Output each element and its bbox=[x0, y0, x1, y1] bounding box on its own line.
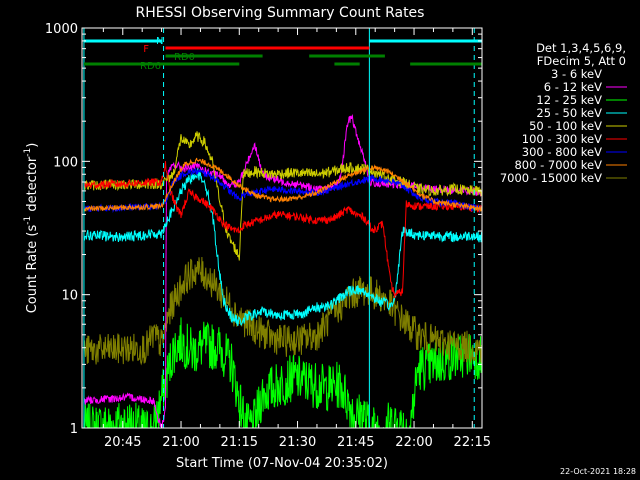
series-line-6 bbox=[83, 167, 482, 213]
series-line-8 bbox=[83, 256, 482, 366]
x-tick-label-5: 22:00 bbox=[395, 435, 432, 450]
y-tick-label-1: 10 bbox=[61, 289, 78, 304]
flag-bars: NF RD0 RD6 bbox=[83, 36, 482, 72]
x-tick-label-1: 21:00 bbox=[162, 435, 199, 450]
legend-label-8: 7000 - 15000 keV bbox=[500, 171, 602, 185]
legend-header-line-2: FDecim 5, Att 0 bbox=[537, 54, 626, 68]
legend-label-7: 800 - 7000 keV bbox=[514, 158, 602, 172]
x-tick-label-4: 21:45 bbox=[337, 435, 374, 450]
x-tick-label-2: 21:15 bbox=[221, 435, 258, 450]
legend-label-2: 12 - 25 keV bbox=[536, 93, 602, 107]
y-tick-label-2: 100 bbox=[53, 155, 78, 170]
flag-label-f: F bbox=[143, 44, 149, 55]
y-axis-label: Count Rate (s-1 detector-1) bbox=[23, 143, 40, 314]
legend-label-3: 25 - 50 keV bbox=[536, 106, 602, 120]
x-tick-label-6: 22:15 bbox=[454, 435, 491, 450]
legend-label-5: 100 - 300 keV bbox=[522, 132, 602, 146]
plot-frame bbox=[81, 27, 483, 429]
chart-title: RHESSI Observing Summary Count Rates bbox=[136, 5, 425, 21]
y-axis-ticks: 1 10 100 1000 bbox=[45, 22, 482, 437]
series-line-2 bbox=[83, 317, 482, 428]
y-tick-label-0: 1 bbox=[70, 422, 78, 437]
flag-label-rd0: RD0 bbox=[174, 52, 195, 63]
series-line-5 bbox=[83, 161, 482, 299]
vertical-markers bbox=[83, 28, 475, 428]
series-line-3 bbox=[83, 168, 482, 326]
x-tick-label-3: 21:30 bbox=[279, 435, 316, 450]
series-line-7 bbox=[83, 157, 482, 212]
y-tick-label-3: 1000 bbox=[45, 22, 78, 37]
legend-label-6: 300 - 800 keV bbox=[522, 145, 602, 159]
series-line-1 bbox=[83, 113, 482, 428]
flag-label-rd6: RD6 bbox=[140, 61, 161, 72]
legend: Det 1,3,4,5,6,9, FDecim 5, Att 0 3 - 6 k… bbox=[500, 41, 627, 185]
footer-date: 22-Oct-2021 18:28 bbox=[560, 467, 636, 476]
series-layer bbox=[83, 113, 482, 428]
legend-label-4: 50 - 100 keV bbox=[529, 119, 602, 133]
legend-header-line-1: Det 1,3,4,5,6,9, bbox=[536, 41, 626, 55]
legend-label-0: 3 - 6 keV bbox=[551, 67, 602, 81]
x-axis-ticks: 20:45 21:00 21:15 21:30 21:45 22:00 22:15 bbox=[102, 28, 491, 450]
x-tick-label-0: 20:45 bbox=[104, 435, 141, 450]
x-axis-label: Start Time (07-Nov-04 20:35:02) bbox=[176, 456, 388, 471]
legend-label-1: 6 - 12 keV bbox=[544, 80, 602, 94]
flag-label-n: N bbox=[156, 36, 163, 47]
